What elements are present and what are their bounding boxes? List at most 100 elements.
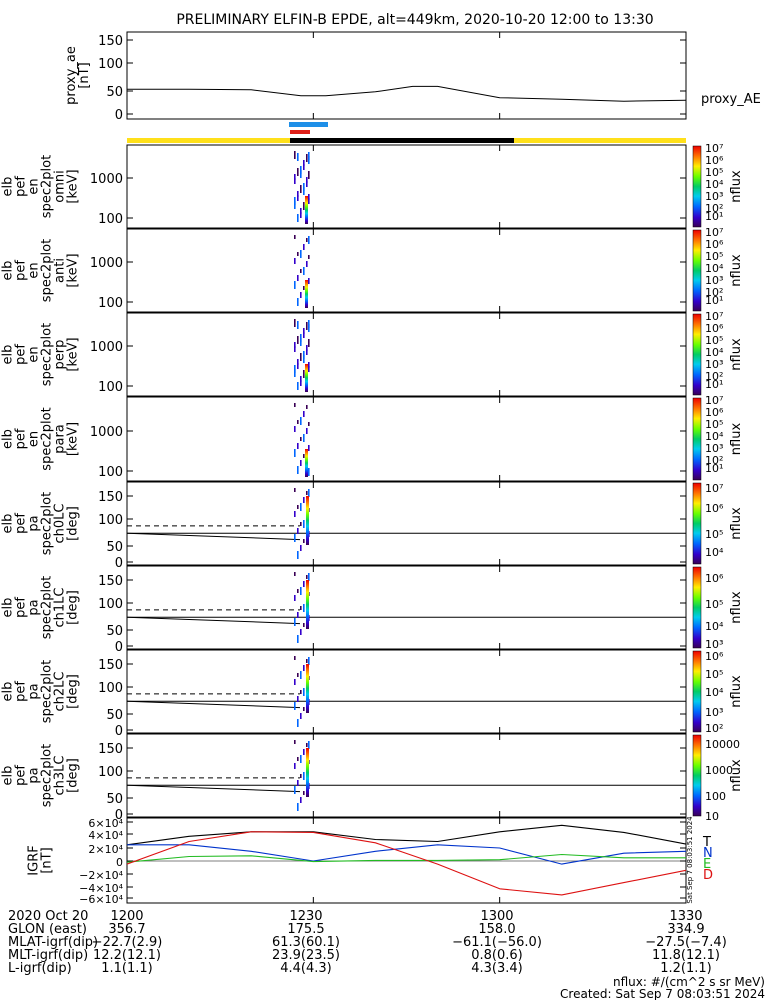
spectrogram-pixel [297, 172, 299, 176]
spectrogram-pixel [300, 189, 302, 193]
xaxis-row-label: 2020 Oct 20 [8, 909, 88, 924]
spectrogram-pixel [297, 505, 299, 509]
spectrogram-pixel [294, 786, 296, 794]
colorbar-tick-label: 10² [705, 454, 723, 467]
ylabel-line: ch3LC [53, 756, 68, 796]
ylabel-line: spec2plot [40, 660, 55, 723]
spectrogram-pixel [303, 497, 305, 503]
spectrogram-pixel [308, 278, 310, 284]
ytick-label: 150 [98, 742, 123, 757]
ylabel-line: IGRF [27, 845, 42, 875]
colorbar-tick-label: 10¹ [705, 210, 723, 223]
spectrogram-pixel [300, 713, 302, 719]
colorbar [692, 229, 702, 312]
spectrogram-pixel [297, 321, 299, 329]
legend-igrf-N: N [703, 846, 713, 861]
colorbar [692, 482, 702, 565]
spectrogram-pixel [303, 164, 305, 170]
spectrogram-pixel [297, 214, 299, 222]
spectrogram-pixel [294, 201, 296, 209]
xaxis-row-value: 175.5 [287, 922, 324, 937]
colorbar-tick-label: 10¹ [705, 378, 723, 391]
ytick-label: 0 [115, 640, 123, 655]
panel-frame [126, 565, 687, 650]
xaxis-row-value: 1.2(1.1) [660, 961, 712, 976]
spectrogram-pixel [297, 363, 299, 369]
spectrogram-pixel [294, 679, 296, 685]
panel-frame [126, 312, 687, 397]
spectrogram-pixel [297, 635, 299, 643]
spectrogram-pixel [308, 171, 310, 175]
colorbar-tick-label: 100 [705, 790, 726, 803]
spectrogram-pixel [300, 250, 302, 258]
colorbar-tick-label: 10² [705, 202, 723, 215]
ytick-label: 150 [98, 34, 123, 49]
spectrogram-pixel [306, 491, 308, 495]
colorbar-tick-label: 10⁵ [705, 250, 723, 263]
spectrogram-pixel [306, 261, 308, 267]
spectrogram-pixel [294, 763, 296, 769]
figure-title: PRELIMINARY ELFIN-B EPDE, alt=449km, 202… [176, 12, 653, 28]
spectrogram-pixel [308, 255, 310, 259]
spectrogram-pixel [297, 803, 299, 811]
spectrogram-pixel [303, 434, 305, 442]
spectrogram-pixel [308, 362, 310, 368]
colorbar-tick-label: 10⁷ [705, 226, 723, 239]
spectrogram-pixel [297, 719, 299, 727]
spectrogram-pixel [308, 657, 310, 665]
spectrogram-pixel [300, 185, 302, 189]
spectrogram-pixel [303, 454, 305, 458]
spectrogram-pixel [297, 275, 299, 281]
spectrogram-pixel [306, 322, 308, 326]
spectrogram-pixel [303, 202, 305, 206]
spectrogram-pixel [294, 342, 296, 348]
spectrogram-pixel [306, 405, 308, 409]
xaxis-row-value: −61.1(−56.0) [452, 935, 542, 950]
spectrogram-pixel [303, 623, 305, 627]
ytick-label: 0 [115, 108, 123, 123]
ylabel-line: pa [27, 683, 42, 699]
colorbar-tick-label: 10⁴ [705, 178, 724, 191]
spectrogram-pixel [306, 238, 308, 242]
spectrogram-pixel [297, 528, 299, 534]
panel-frame [126, 228, 687, 313]
ytick-label: 100 [98, 212, 123, 227]
ylabel-line: [deg] [66, 674, 81, 709]
spectrogram-pixel [297, 382, 299, 390]
ylabel-line: [keV] [66, 253, 81, 287]
spectrogram-pixel [303, 244, 305, 250]
spectrogram-pixel [306, 743, 308, 747]
loss-cone-line [126, 616, 301, 625]
ylabel-line: spec2plot [40, 576, 55, 639]
ylabel-line: elb [1, 766, 16, 786]
colorbar-tick-label: 10⁵ [705, 334, 723, 347]
spectrogram-pixel [300, 170, 302, 178]
spectrogram-pixel [294, 740, 296, 744]
colorbar-unit: nflux [729, 591, 744, 624]
spectrogram-pixel [294, 488, 296, 492]
ytick-label: 100 [98, 765, 123, 780]
colorbar-tick-label: 10⁵ [705, 668, 723, 681]
spectrogram-pixel [297, 195, 299, 201]
status-bar-black [290, 138, 514, 143]
ylabel-line: pef [14, 176, 29, 197]
spectrogram-pixel [300, 338, 302, 346]
spectrogram-pixel [294, 151, 296, 155]
xaxis-row-value: 23.9(23.5) [272, 948, 340, 963]
spectrogram-pixel [308, 343, 310, 347]
colorbar-tick-label: 10⁶ [705, 406, 724, 419]
ytick-label: 1000 [90, 425, 123, 440]
spectrogram-pixel [294, 155, 296, 159]
spectrogram-pixel [294, 656, 296, 660]
xaxis-row-label: MLT-igrf(dip) [8, 948, 88, 963]
ylabel-line: [keV] [66, 169, 81, 203]
spectrogram-pixel [300, 460, 302, 466]
colorbar-tick-label: 10² [705, 370, 723, 383]
spectrogram-pixel [300, 380, 302, 386]
colorbar-tick-label: 10⁵ [705, 418, 723, 431]
ylabel-line: elb [1, 514, 16, 534]
spectrogram-pixel [303, 581, 305, 587]
colorbar-unit: nflux [729, 507, 744, 540]
